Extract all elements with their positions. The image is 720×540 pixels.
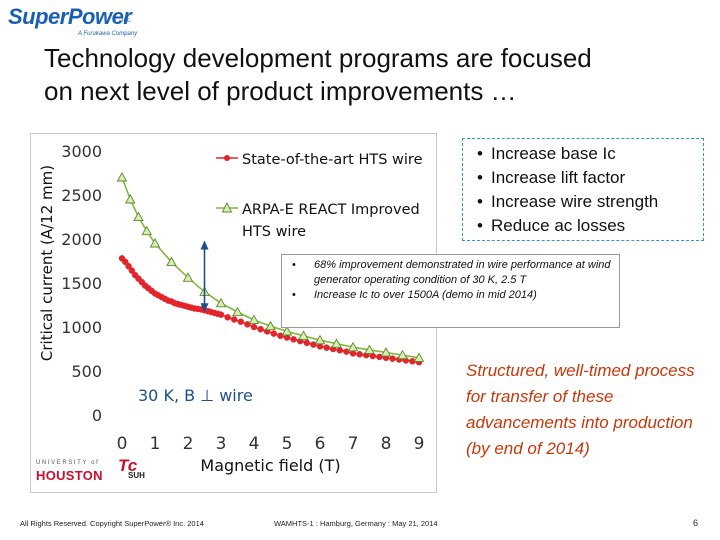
data-point bbox=[257, 325, 264, 333]
data-point bbox=[230, 316, 238, 323]
data-point bbox=[356, 351, 363, 358]
y-tick-label: 3000 bbox=[61, 142, 102, 161]
data-point bbox=[124, 193, 136, 204]
data-point bbox=[215, 297, 227, 308]
x-tick-label: 0 bbox=[117, 434, 128, 454]
y-tick-label: 2000 bbox=[61, 230, 102, 249]
x-tick-label: 5 bbox=[282, 434, 293, 454]
x-tick-label: 1 bbox=[150, 434, 161, 454]
slide-title-line-1: Technology development programs are focu… bbox=[44, 43, 592, 73]
x-tick-label: 8 bbox=[381, 434, 392, 454]
data-point bbox=[380, 347, 392, 357]
legend-label-1: State-of-the-art HTS wire bbox=[242, 152, 423, 168]
x-tick-label: 4 bbox=[249, 434, 260, 454]
bullet-item: Reduce ac losses bbox=[477, 214, 703, 238]
bullet-item: Increase lift factor bbox=[477, 166, 703, 190]
data-point bbox=[290, 336, 297, 343]
data-point bbox=[265, 320, 276, 331]
data-point bbox=[298, 330, 309, 340]
data-point bbox=[122, 258, 129, 266]
tcsuh-logo-tc: Tc bbox=[118, 456, 138, 475]
data-point bbox=[248, 314, 260, 325]
y-tick-label: 1000 bbox=[61, 318, 102, 337]
note-bullet: Increase Ic to over 1500A (demo in mid 2… bbox=[292, 288, 613, 303]
uh-logo-line1: UNIVERSITY of bbox=[36, 460, 100, 466]
data-point bbox=[314, 334, 326, 345]
critical-current-chart: 0 500 1000 1500 2000 2500 3000 0 1 2 3 4 5 6 7 8 9 Magnet… bbox=[38, 142, 425, 475]
bullet-item: Increase wire strength bbox=[477, 190, 703, 214]
y-axis-title: Critical current (A/12 mm) bbox=[38, 165, 56, 361]
data-point bbox=[343, 348, 350, 355]
legend-marker-2 bbox=[221, 201, 233, 213]
data-point bbox=[166, 256, 177, 266]
data-point bbox=[232, 306, 243, 317]
data-point bbox=[182, 272, 194, 282]
bullet-item: Increase base Ic bbox=[477, 142, 703, 166]
data-point bbox=[347, 341, 359, 352]
data-point bbox=[303, 339, 311, 347]
y-tick-label: 500 bbox=[71, 362, 102, 381]
performance-note-box: 68% improvement demonstrated in wire per… bbox=[281, 254, 620, 328]
condition-annotation: 30 K, B ⊥ wire bbox=[138, 386, 253, 405]
data-point bbox=[125, 263, 132, 270]
data-point bbox=[217, 311, 225, 318]
data-point bbox=[376, 353, 383, 361]
data-point bbox=[237, 318, 245, 325]
data-point bbox=[133, 211, 144, 222]
improvement-bullets-box: Increase base Ic Increase lift factor In… bbox=[462, 138, 704, 241]
y-tick-label: 1500 bbox=[61, 274, 102, 293]
data-point bbox=[413, 352, 425, 362]
y-tick-label: 0 bbox=[92, 406, 102, 425]
data-point bbox=[316, 343, 324, 350]
data-point bbox=[141, 225, 153, 236]
improvement-arrow-head-down bbox=[200, 303, 209, 313]
data-point bbox=[369, 352, 377, 360]
data-point bbox=[336, 347, 344, 354]
footer-conference: WAMHTS-1 : Hamburg, Germany : May 21, 20… bbox=[274, 519, 438, 528]
data-point bbox=[364, 344, 375, 354]
data-point bbox=[310, 341, 317, 348]
data-point bbox=[116, 171, 128, 182]
tcsuh-logo: Tc SUH bbox=[118, 456, 146, 486]
logo-wordmark: SuperPower bbox=[8, 4, 132, 29]
data-point bbox=[283, 334, 291, 341]
logo-inc: Inc. bbox=[122, 18, 132, 24]
tcsuh-logo-suh: SUH bbox=[128, 471, 145, 480]
uh-logo: UNIVERSITY of HOUSTON bbox=[36, 458, 118, 484]
x-tick-label: 3 bbox=[216, 434, 227, 454]
data-point bbox=[397, 349, 408, 360]
data-point bbox=[389, 355, 396, 362]
structured-process-text: Structured, well-timed process for trans… bbox=[466, 361, 695, 458]
legend-marker-1 bbox=[224, 155, 230, 161]
slide-title-line-2: on next level of product improvements … bbox=[44, 76, 517, 106]
x-tick-label: 9 bbox=[414, 434, 425, 454]
data-point bbox=[277, 332, 284, 340]
note-bullet: 68% improvement demonstrated in wire per… bbox=[292, 258, 613, 288]
x-axis-title: Magnetic field (T) bbox=[200, 456, 340, 475]
footer-copyright: All Rights Reserved. Copyright SuperPowe… bbox=[20, 519, 204, 528]
page-number: 6 bbox=[693, 518, 699, 528]
superpower-logo: SuperPower Inc. A Furukawa Company bbox=[8, 4, 138, 40]
data-point bbox=[331, 338, 342, 348]
legend-label-2: ARPA-E REACT Improved HTS wire bbox=[242, 202, 420, 240]
x-tick-label: 7 bbox=[348, 434, 359, 454]
data-point bbox=[128, 267, 136, 274]
data-point bbox=[224, 314, 231, 321]
x-tick-label: 6 bbox=[315, 434, 326, 454]
data-point bbox=[349, 350, 357, 357]
uh-logo-line2: HOUSTON bbox=[36, 468, 103, 483]
improvement-arrow-head-up bbox=[200, 240, 209, 250]
data-point bbox=[250, 323, 258, 331]
y-tick-label: 2500 bbox=[61, 186, 102, 205]
data-point bbox=[149, 237, 161, 248]
logo-tagline: A Furukawa Company bbox=[78, 31, 138, 37]
x-tick-label: 2 bbox=[183, 434, 194, 454]
data-point bbox=[244, 321, 251, 328]
slide-title: Technology development programs are focu… bbox=[44, 42, 704, 108]
data-point bbox=[323, 344, 330, 351]
data-point bbox=[270, 330, 278, 337]
data-point bbox=[281, 325, 293, 336]
